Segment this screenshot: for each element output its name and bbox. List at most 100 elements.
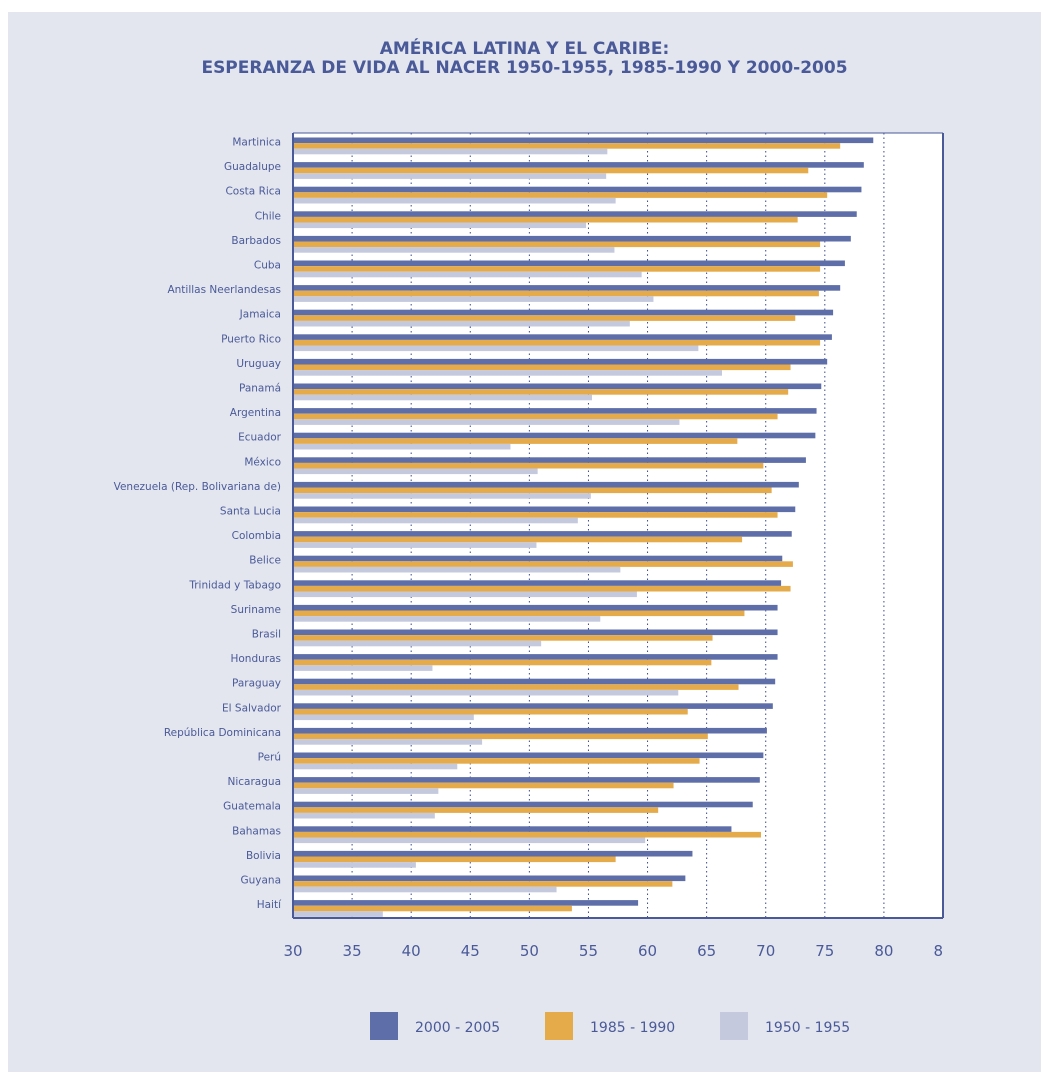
bar-1950-1955-20 — [293, 640, 542, 647]
bar-1950-1955-31 — [293, 911, 383, 917]
bar-1985-1990-20 — [293, 635, 713, 641]
legend-swatch-2000-2005 — [370, 1012, 398, 1040]
bar-1985-1990-16 — [293, 536, 743, 543]
bar-1985-1990-7 — [293, 315, 796, 321]
bar-1985-1990-25 — [293, 758, 700, 764]
bar-1985-1990-6 — [293, 290, 819, 297]
bar-2000-2005-7 — [293, 309, 834, 316]
bar-1985-1990-1 — [293, 167, 809, 174]
bar-1985-1990-8 — [293, 339, 821, 346]
bar-2000-2005-10 — [293, 383, 822, 390]
legend-label-2000-2005: 2000 - 2005 — [415, 1020, 501, 1036]
bar-1985-1990-28 — [293, 831, 761, 838]
bar-1985-1990-15 — [293, 512, 778, 518]
category-label: Chile — [255, 210, 281, 222]
x-tick-label: 50 — [520, 942, 539, 960]
x-tick-label: 85 — [933, 942, 952, 960]
category-label: Bolivia — [246, 850, 281, 862]
bar-2000-2005-19 — [293, 604, 778, 611]
x-tick-label: 60 — [638, 942, 657, 960]
legend-swatch-1985-1990 — [545, 1012, 573, 1040]
category-label: Venezuela (Rep. Bolivariana de) — [114, 481, 281, 493]
category-label: Suriname — [231, 604, 281, 616]
bar-2000-2005-16 — [293, 531, 792, 537]
category-label: Bahamas — [232, 825, 281, 837]
bar-1950-1955-1 — [293, 173, 607, 179]
bar-1950-1955-18 — [293, 591, 637, 598]
category-label: Brasil — [252, 629, 281, 641]
category-label: Perú — [258, 752, 281, 764]
bar-1950-1955-24 — [293, 739, 483, 745]
bar-2000-2005-31 — [293, 900, 639, 906]
category-label: Cuba — [254, 260, 281, 272]
bar-1950-1955-6 — [293, 296, 654, 302]
category-label: Colombia — [232, 530, 281, 542]
x-tick-label: 40 — [402, 942, 421, 960]
bar-2000-2005-9 — [293, 358, 828, 365]
bar-1985-1990-9 — [293, 364, 791, 371]
bar-1985-1990-31 — [293, 905, 572, 912]
category-label: Guyana — [240, 875, 281, 887]
category-label: Argentina — [230, 407, 281, 419]
bar-1950-1955-10 — [293, 394, 592, 401]
bar-1985-1990-4 — [293, 241, 821, 248]
bar-1985-1990-13 — [293, 462, 764, 469]
bar-2000-2005-20 — [293, 629, 778, 636]
bar-1985-1990-3 — [293, 216, 798, 223]
bar-1950-1955-23 — [293, 714, 474, 721]
bar-1985-1990-18 — [293, 585, 791, 592]
bar-1950-1955-0 — [293, 148, 608, 155]
category-label: El Salvador — [222, 702, 282, 714]
bar-1985-1990-24 — [293, 733, 708, 740]
legend-label-1985-1990: 1985 - 1990 — [590, 1020, 676, 1036]
bar-1985-1990-21 — [293, 659, 712, 666]
category-label: Haití — [257, 899, 282, 911]
bar-2000-2005-1 — [293, 162, 864, 168]
bar-1950-1955-29 — [293, 862, 416, 868]
bar-1950-1955-30 — [293, 886, 557, 893]
bar-1950-1955-14 — [293, 493, 591, 499]
bar-2000-2005-22 — [293, 678, 776, 685]
bar-2000-2005-4 — [293, 235, 851, 242]
x-tick-label: 30 — [283, 942, 302, 960]
chart-title-line1: AMÉRICA LATINA Y EL CARIBE: — [379, 39, 670, 59]
category-label: Puerto Rico — [221, 333, 281, 345]
category-label: Guadalupe — [224, 161, 281, 173]
category-label: Honduras — [230, 653, 281, 665]
bar-1985-1990-19 — [293, 610, 745, 617]
bar-2000-2005-26 — [293, 777, 760, 783]
category-label: República Dominicana — [164, 727, 281, 739]
bar-1985-1990-22 — [293, 684, 739, 690]
bar-1985-1990-29 — [293, 856, 616, 863]
bar-2000-2005-27 — [293, 801, 753, 808]
bar-2000-2005-5 — [293, 260, 845, 267]
category-label: Panamá — [239, 383, 281, 395]
category-label: Ecuador — [238, 432, 282, 444]
bar-1985-1990-0 — [293, 143, 841, 149]
bar-2000-2005-29 — [293, 850, 693, 857]
bar-1985-1990-30 — [293, 881, 673, 887]
bar-2000-2005-14 — [293, 481, 799, 488]
bar-2000-2005-28 — [293, 826, 732, 832]
bar-2000-2005-11 — [293, 408, 817, 414]
bar-2000-2005-3 — [293, 211, 857, 217]
bar-1950-1955-13 — [293, 468, 538, 475]
category-label: Paraguay — [232, 678, 281, 690]
category-label: Guatemala — [223, 801, 281, 813]
x-tick-label: 80 — [874, 942, 893, 960]
bar-1950-1955-27 — [293, 812, 435, 819]
x-tick-label: 65 — [697, 942, 716, 960]
bar-1950-1955-19 — [293, 616, 601, 622]
bar-1950-1955-3 — [293, 222, 587, 229]
bar-1950-1955-21 — [293, 665, 433, 671]
bar-1950-1955-7 — [293, 320, 630, 327]
chart-title: AMÉRICA LATINA Y EL CARIBE: ESPERANZA DE… — [0, 40, 1049, 78]
bar-2000-2005-15 — [293, 506, 796, 513]
category-label: Antillas Neerlandesas — [167, 284, 281, 296]
category-label: Costa Rica — [225, 186, 281, 198]
bar-2000-2005-24 — [293, 727, 767, 734]
bar-1950-1955-25 — [293, 763, 458, 770]
x-tick-label: 70 — [756, 942, 775, 960]
bar-1985-1990-23 — [293, 708, 688, 715]
